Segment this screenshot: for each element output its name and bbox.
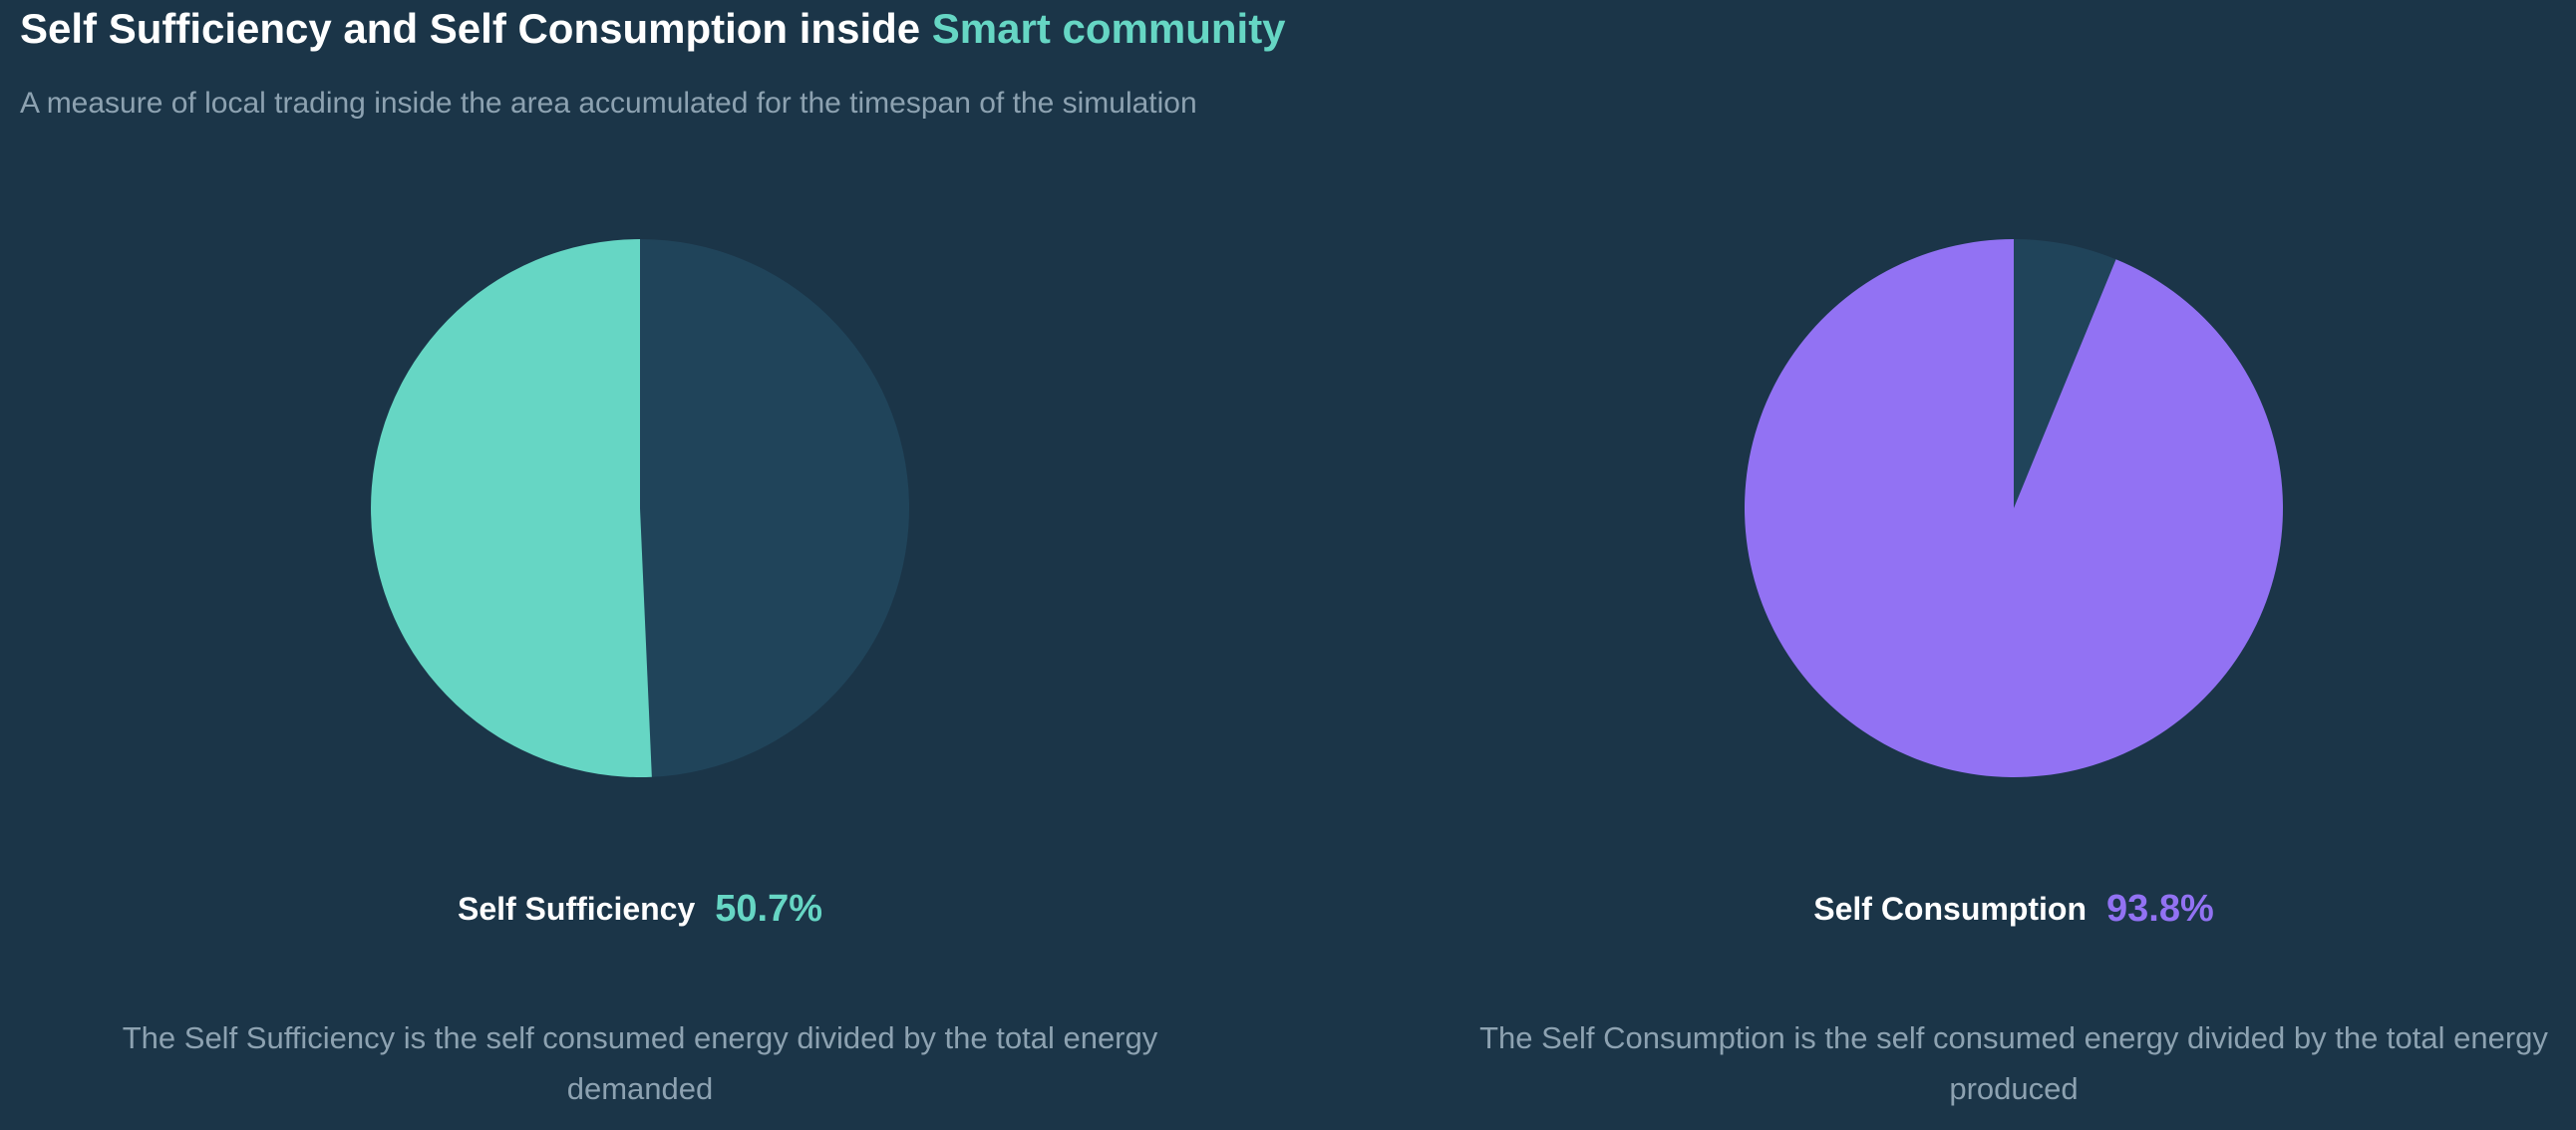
self-consumption-description: The Self Consumption is the self consume… (1479, 1020, 2548, 1106)
self-consumption-value: 93.8% (2106, 888, 2214, 930)
page-title: Self Sufficiency and Self Consumption in… (20, 0, 2552, 58)
self-sufficiency-panel: Self Sufficiency 50.7% The Self Sufficien… (52, 189, 1228, 1130)
title-prefix: Self Sufficiency and Self Consumption in… (20, 5, 932, 52)
self-sufficiency-remainder-slice (640, 239, 910, 777)
self-sufficiency-description: The Self Sufficiency is the self consume… (122, 1020, 1158, 1106)
self-consumption-label: Self Consumption (1813, 891, 2087, 927)
self-consumption-slice (1744, 239, 2283, 778)
title-community-name: Smart community (931, 5, 1286, 52)
self-consumption-metric: Self Consumption 93.8% (1426, 887, 2576, 931)
page-subtitle: A measure of local trading inside the ar… (20, 87, 1197, 120)
self-sufficiency-metric: Self Sufficiency 50.7% (52, 887, 1228, 931)
page-header: Self Sufficiency and Self Consumption in… (20, 0, 2552, 122)
self-sufficiency-pie-chart (371, 239, 910, 778)
self-sufficiency-label: Self Sufficiency (457, 891, 696, 927)
self-consumption-remainder-slice (2014, 239, 2116, 508)
self-sufficiency-value: 50.7% (715, 888, 823, 930)
self-sufficiency-slice (371, 239, 652, 778)
self-consumption-panel: Self Consumption 93.8% The Self Consumpti… (1426, 189, 2576, 1130)
self-consumption-pie-chart (1744, 239, 2283, 778)
